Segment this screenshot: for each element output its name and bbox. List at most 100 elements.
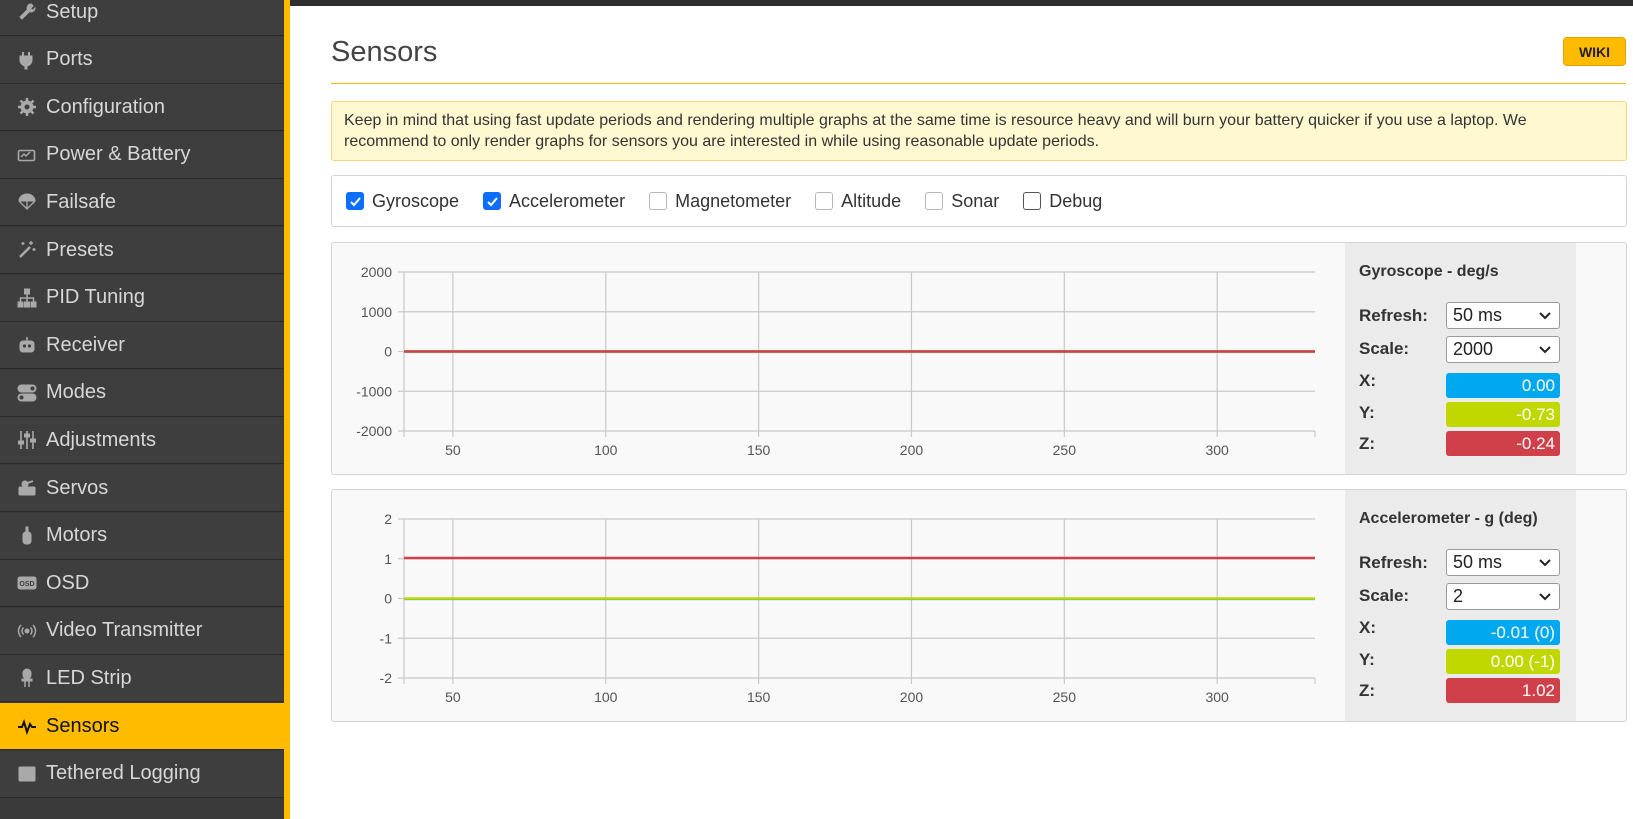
- gyroscope-y-tick-label: 0: [384, 344, 392, 360]
- sidebar-item-setup[interactable]: Setup: [0, 0, 284, 36]
- sensor-toggle-gyroscope[interactable]: Gyroscope: [346, 191, 459, 212]
- servo-icon: [17, 478, 37, 498]
- accelerometer-y-tick-label: 1: [384, 551, 392, 567]
- accelerometer-x-tick-label: 50: [445, 689, 461, 705]
- accelerometer-z-value: 1.02: [1446, 678, 1560, 703]
- sensor-toggle-sonar[interactable]: Sonar: [925, 191, 999, 212]
- sidebar-item-receiver[interactable]: Receiver: [0, 322, 284, 370]
- sidebar-item-label: Presets: [46, 238, 114, 261]
- gyroscope-chart-svg: 2000 1000 0 -1000 -2000 50 100 150 200 250 300: [356, 264, 1316, 458]
- debug-checkbox[interactable]: [1023, 192, 1042, 210]
- magnetometer-checkbox[interactable]: [649, 192, 668, 210]
- sitemap-icon: [17, 288, 37, 308]
- log-icon: [17, 764, 37, 784]
- accelerometer-panel: 2 1 0 -1 -2 50 100 150 200 250 300 Accelerometer -…: [331, 489, 1627, 722]
- sidebar-item-servos[interactable]: Servos: [0, 465, 284, 512]
- main-content: Sensors WIKI Keep in mind that using fas…: [290, 6, 1633, 819]
- accelerometer-x-value: -0.01 (0): [1446, 620, 1560, 645]
- accelerometer-scale-select[interactable]: 2: [1446, 583, 1560, 610]
- sidebar-item-led-strip[interactable]: LED Strip: [0, 655, 284, 703]
- gear-icon: [17, 97, 37, 117]
- sidebar-item-label: Video Transmitter: [46, 619, 203, 642]
- sonar-checkbox[interactable]: [925, 192, 944, 210]
- accelerometer-scale-value: 2: [1453, 586, 1464, 606]
- chevron-down-icon: [1539, 593, 1551, 601]
- sidebar-item-label: Ports: [46, 48, 93, 71]
- sidebar-item-modes[interactable]: Modes: [0, 369, 284, 417]
- accelerometer-x-label: X:: [1359, 618, 1376, 637]
- accelerometer-y-tick-label: 0: [384, 591, 392, 607]
- accelerometer-x-tick-label: 150: [747, 689, 771, 705]
- accelerometer-checkbox[interactable]: [483, 192, 502, 210]
- altitude-checkbox[interactable]: [815, 192, 834, 210]
- robot-icon: [17, 335, 37, 355]
- sidebar-item-tethered-logging[interactable]: Tethered Logging: [0, 750, 284, 798]
- gyroscope-refresh-select[interactable]: 50 ms: [1446, 302, 1560, 329]
- sensor-toggle-altitude[interactable]: Altitude: [815, 191, 901, 212]
- accelerometer-y-tick-label: -2: [380, 670, 393, 686]
- accelerometer-title: Accelerometer - g (deg): [1359, 510, 1538, 527]
- sensor-toggle-label: Magnetometer: [675, 190, 792, 211]
- parachute-icon: [17, 192, 37, 212]
- sidebar-accent-edge: [284, 0, 290, 819]
- sidebar-item-label: OSD: [46, 571, 90, 594]
- chevron-down-icon: [1539, 559, 1551, 567]
- gyroscope-y-value: -0.73: [1446, 402, 1560, 427]
- wiki-button[interactable]: WIKI: [1563, 37, 1626, 66]
- chevron-down-icon: [1539, 346, 1551, 354]
- magic-wand-icon: [17, 240, 37, 260]
- accelerometer-y-value: 0.00 (-1): [1446, 649, 1560, 674]
- accelerometer-refresh-value: 50 ms: [1453, 552, 1503, 572]
- gyroscope-scale-select[interactable]: 2000: [1446, 336, 1560, 363]
- sidebar-item-pid-tuning[interactable]: PID Tuning: [0, 274, 284, 322]
- sidebar-item-osd[interactable]: OSD OSD: [0, 560, 284, 608]
- gyroscope-y-tick-label: 2000: [361, 264, 392, 280]
- sensor-toggle-debug[interactable]: Debug: [1023, 191, 1102, 212]
- sensor-toggle-accelerometer[interactable]: Accelerometer: [483, 191, 625, 212]
- sidebar-item-configuration[interactable]: Configuration: [0, 84, 284, 132]
- gyroscope-scale-label: Scale:: [1359, 339, 1410, 358]
- gyroscope-x-tick-label: 150: [747, 442, 771, 458]
- sensor-toggle-label: Debug: [1049, 190, 1103, 211]
- checkmark-icon: [349, 196, 361, 206]
- sidebar-item-label: Setup: [46, 0, 99, 23]
- accelerometer-x-tick-label: 250: [1053, 689, 1077, 705]
- sidebar-item-motors[interactable]: Motors: [0, 512, 284, 560]
- gyroscope-x-tick-label: 250: [1053, 442, 1077, 458]
- sidebar-item-label: Failsafe: [46, 190, 117, 213]
- sidebar-item-sensors[interactable]: Sensors: [0, 703, 284, 750]
- toggle-icon: [17, 383, 37, 403]
- sidebar-item-label: Adjustments: [46, 428, 157, 451]
- sidebar-item-label: Sensors: [46, 714, 120, 737]
- accelerometer-refresh-select[interactable]: 50 ms: [1446, 549, 1560, 576]
- sidebar-item-power-battery[interactable]: Power & Battery: [0, 131, 284, 179]
- sidebar-item-label: Power & Battery: [46, 143, 191, 166]
- title-divider: [331, 83, 1626, 84]
- accelerometer-z-label: Z:: [1359, 681, 1376, 700]
- sidebar-item-failsafe[interactable]: Failsafe: [0, 179, 284, 227]
- gyroscope-controls: Gyroscope - deg/s Refresh: 50 ms Scale: …: [1345, 243, 1576, 474]
- gyroscope-y-tick-label: 1000: [361, 304, 392, 320]
- accelerometer-x-tick-label: 300: [1205, 689, 1229, 705]
- gyroscope-checkbox[interactable]: [346, 192, 364, 210]
- accelerometer-x-tick-label: 200: [900, 689, 924, 705]
- window-top-bar: [0, 0, 1633, 6]
- sidebar-item-presets[interactable]: Presets: [0, 227, 284, 274]
- sidebar-item-adjustments[interactable]: Adjustments: [0, 417, 284, 465]
- page-title: Sensors: [331, 36, 438, 68]
- pulse-icon: [17, 716, 37, 736]
- accelerometer-refresh-label: Refresh:: [1359, 553, 1428, 572]
- sliders-icon: [17, 430, 37, 450]
- sidebar-item-label: Servos: [46, 476, 109, 499]
- sensor-toggle-magnetometer[interactable]: Magnetometer: [649, 191, 791, 212]
- sidebar-item-ports[interactable]: Ports: [0, 36, 284, 84]
- accelerometer-x-tick-label: 100: [594, 689, 618, 705]
- sensor-toggle-label: Altitude: [841, 190, 902, 211]
- chevron-down-icon: [1539, 312, 1551, 320]
- motor-icon: [17, 526, 37, 546]
- gyroscope-z-label: Z:: [1359, 434, 1376, 453]
- gyroscope-y-tick-label: -2000: [356, 423, 392, 439]
- gyroscope-x-tick-label: 100: [594, 442, 618, 458]
- accelerometer-chart-svg: 2 1 0 -1 -2 50 100 150 200 250 300: [380, 511, 1316, 705]
- sidebar-item-video-transmitter[interactable]: Video Transmitter: [0, 607, 284, 655]
